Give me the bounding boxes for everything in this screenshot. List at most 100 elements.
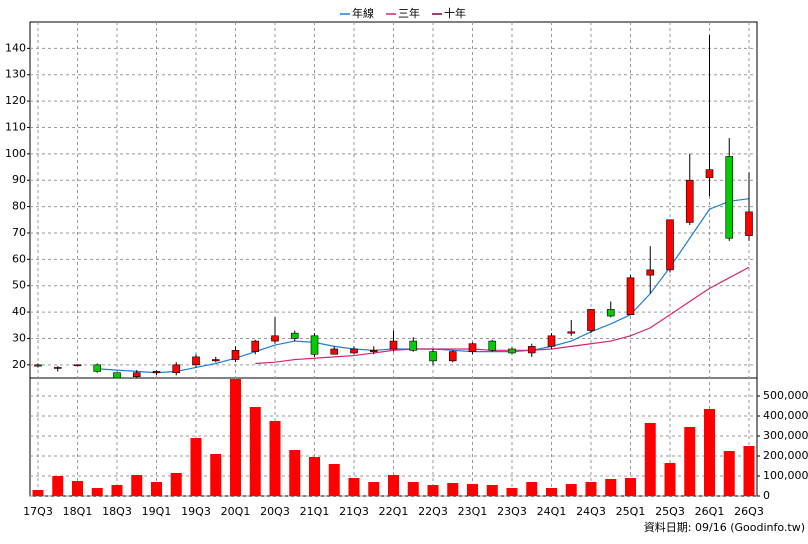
x-tick-label: 22Q3 — [418, 505, 448, 518]
y-tick-label: 30 — [12, 331, 26, 344]
y-tick-label: 60 — [12, 252, 26, 265]
x-tick-label: 21Q1 — [300, 505, 330, 518]
volume-bar — [644, 423, 656, 496]
volume-bar — [368, 482, 380, 496]
candle-body — [310, 335, 319, 355]
candle-body — [448, 351, 457, 362]
x-tick-label: 25Q1 — [616, 505, 646, 518]
volume-bar — [605, 479, 617, 496]
volume-bar — [230, 379, 241, 496]
y-tick-label: 110 — [5, 120, 26, 133]
volume-bar — [72, 481, 83, 496]
volume-bar — [684, 427, 696, 496]
legend-label: 十年 — [444, 6, 466, 20]
y-tick-label: 50 — [12, 279, 26, 292]
candle-body — [113, 372, 121, 379]
y-tick-label: 140 — [5, 41, 26, 54]
volume-bar — [447, 483, 459, 496]
volume-bar — [348, 478, 360, 496]
candle-body — [192, 356, 200, 366]
candle-body — [567, 331, 576, 334]
y2-tick-label: 0 — [763, 489, 770, 502]
candle-body — [725, 156, 734, 239]
volume-bar — [546, 488, 557, 496]
volume-bar — [309, 457, 320, 496]
y-tick-label: 100 — [5, 147, 26, 160]
x-tick-label: 24Q3 — [576, 505, 606, 518]
volume-bar — [328, 464, 340, 496]
y-tick-label: 40 — [12, 305, 26, 318]
candle-body — [429, 351, 437, 362]
candle-body — [508, 348, 516, 354]
volume-bar — [407, 482, 419, 496]
y2-tick-label: 100,000 — [763, 469, 808, 482]
x-tick-label: 20Q1 — [221, 505, 251, 518]
candle-body — [646, 269, 655, 276]
volume-bar — [585, 482, 597, 496]
candle-body — [587, 309, 595, 331]
y2-tick-label: 400,000 — [763, 409, 808, 422]
candle-body — [53, 367, 62, 369]
candle-body — [685, 179, 694, 223]
candle-body — [606, 309, 615, 317]
x-tick-label: 24Q1 — [537, 505, 567, 518]
volume-bar — [190, 438, 202, 496]
y-tick-label: 80 — [12, 200, 26, 213]
x-tick-label: 18Q3 — [102, 505, 132, 518]
candle-body — [132, 372, 141, 377]
y2-tick-label: 500,000 — [763, 389, 808, 402]
candle-body — [468, 343, 477, 352]
source-note: 資料日期: 09/16 (Goodinfo.tw) — [644, 520, 805, 534]
candle-body — [626, 277, 635, 316]
y2-tick-label: 300,000 — [763, 429, 808, 442]
x-tick-label: 20Q3 — [260, 505, 290, 518]
x-tick-label: 25Q3 — [655, 505, 685, 518]
candle-body — [488, 340, 497, 351]
y-tick-label: 20 — [12, 358, 26, 371]
candle-body — [389, 340, 398, 350]
volume-bar — [151, 482, 162, 496]
candle-body — [251, 340, 260, 352]
candle-body — [350, 348, 358, 354]
candle-body — [211, 359, 220, 362]
x-tick-label: 26Q3 — [734, 505, 764, 518]
volume-bar — [269, 421, 281, 496]
candle-body — [547, 335, 556, 347]
volume-bar — [526, 482, 538, 496]
candle-body — [666, 219, 674, 271]
legend-label: 三年 — [398, 6, 420, 20]
volume-bar — [467, 484, 478, 496]
volume-bar — [388, 475, 399, 496]
candle-body — [745, 211, 753, 236]
volume-bar — [743, 446, 755, 496]
candle-body — [231, 350, 240, 360]
volume-bar — [210, 454, 222, 496]
x-tick-label: 26Q1 — [695, 505, 725, 518]
candle-body — [330, 348, 339, 355]
volume-bar — [723, 451, 735, 496]
candle-body — [172, 364, 181, 374]
x-tick-label: 23Q3 — [497, 505, 527, 518]
x-tick-label: 22Q1 — [379, 505, 409, 518]
candle-body — [290, 332, 299, 339]
x-tick-label: 21Q3 — [339, 505, 369, 518]
candle-body — [73, 364, 82, 367]
volume-bar — [704, 409, 715, 496]
volume-bar — [170, 473, 182, 496]
volume-bar — [32, 490, 44, 496]
x-tick-label: 19Q3 — [181, 505, 211, 518]
candle-body — [271, 335, 279, 342]
volume-bar — [506, 488, 518, 496]
volume-bar — [131, 475, 143, 496]
volume-bar — [427, 485, 439, 496]
x-tick-label: 18Q1 — [63, 505, 93, 518]
volume-bar — [249, 407, 261, 496]
y2-tick-label: 200,000 — [763, 449, 808, 462]
ma-line — [255, 266, 750, 365]
legend-label: 年線 — [352, 6, 374, 20]
volume-bar — [289, 450, 301, 496]
candle-body — [527, 346, 536, 354]
y-tick-label: 90 — [12, 173, 26, 186]
